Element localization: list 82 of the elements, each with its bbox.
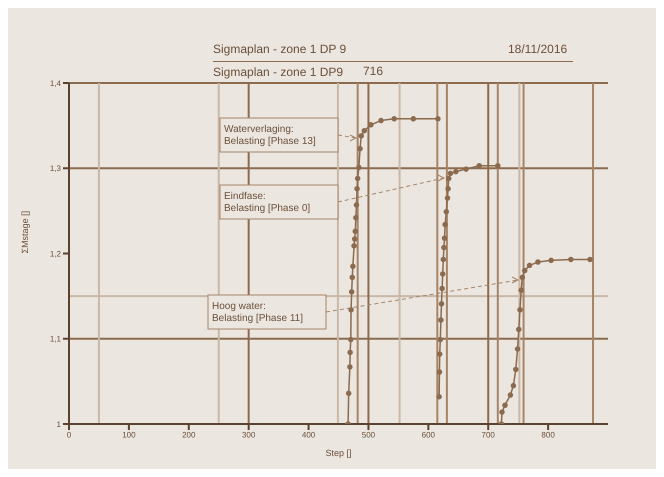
- point: [502, 402, 508, 408]
- annotation: Hoog water: Belasting [Phase 11]: [212, 301, 304, 324]
- x-axis-title: Step []: [325, 448, 352, 458]
- y-tick-label: 1,4: [50, 78, 62, 88]
- point: [436, 394, 442, 400]
- annotation: Eindfase: Belasting [Phase 0]: [224, 191, 310, 214]
- point: [526, 262, 532, 268]
- x-tick-label: 100: [122, 430, 136, 440]
- chart-title: Sigmaplan - zone 1 DP 9: [213, 42, 346, 56]
- chart-subtitle: Sigmaplan - zone 1 DP9: [213, 65, 344, 79]
- point: [446, 176, 452, 182]
- point: [448, 170, 454, 176]
- point: [410, 116, 416, 122]
- point: [356, 164, 362, 170]
- point: [348, 307, 354, 313]
- point: [436, 369, 442, 375]
- annotation: Waterverlaging: Belasting [Phase 13]: [224, 124, 316, 147]
- point: [347, 364, 353, 370]
- point: [346, 390, 352, 396]
- point: [348, 336, 354, 342]
- point: [517, 307, 523, 313]
- point: [518, 287, 524, 293]
- point: [514, 346, 520, 352]
- point: [440, 256, 446, 262]
- point: [354, 186, 360, 192]
- point: [444, 195, 450, 201]
- point: [354, 176, 360, 182]
- point: [354, 202, 360, 208]
- point: [535, 259, 541, 265]
- point: [441, 244, 447, 250]
- y-axis-title: ΣMstage []: [20, 210, 30, 254]
- point: [463, 166, 469, 172]
- point: [350, 274, 356, 280]
- x-tick-label: 200: [182, 430, 196, 440]
- point: [453, 168, 459, 174]
- point: [351, 243, 357, 249]
- point: [495, 162, 501, 168]
- point: [444, 208, 450, 214]
- text: 716: [363, 64, 384, 78]
- x-tick-label: 0: [66, 430, 72, 440]
- point: [522, 268, 528, 274]
- x-tick-label: 700: [482, 430, 496, 440]
- point: [508, 392, 514, 398]
- x-tick-label: 500: [362, 430, 376, 440]
- point: [352, 228, 358, 234]
- point: [435, 116, 441, 122]
- text: 18/11/2016: [508, 42, 568, 56]
- point: [357, 146, 363, 152]
- point: [436, 351, 442, 357]
- point: [516, 326, 522, 332]
- y-tick-label: 1,3: [50, 164, 62, 174]
- point: [362, 128, 367, 134]
- point: [391, 116, 397, 122]
- point: [440, 271, 446, 277]
- point: [513, 366, 519, 372]
- point: [439, 286, 445, 292]
- x-tick-label: 300: [242, 430, 256, 440]
- point: [438, 301, 444, 307]
- x-tick-label: 800: [541, 430, 556, 440]
- point: [520, 274, 526, 280]
- point: [568, 256, 574, 262]
- point: [352, 236, 358, 242]
- point: [510, 382, 516, 388]
- point: [348, 289, 354, 295]
- point: [353, 214, 359, 220]
- point: [548, 258, 554, 264]
- point: [358, 133, 364, 139]
- point: [347, 350, 353, 356]
- y-tick-label: 1,1: [50, 334, 62, 344]
- x-tick-label: 600: [422, 430, 436, 440]
- point: [499, 409, 505, 415]
- y-tick-label: 1,2: [50, 249, 62, 258]
- y-tick-label: 1: [56, 420, 62, 429]
- point: [587, 256, 593, 262]
- point: [445, 186, 451, 192]
- x-tick-label: 400: [302, 430, 316, 440]
- point: [442, 222, 448, 228]
- point: [350, 264, 356, 270]
- point: [438, 317, 444, 323]
- point: [378, 118, 384, 124]
- point: [442, 235, 448, 241]
- point: [438, 336, 444, 342]
